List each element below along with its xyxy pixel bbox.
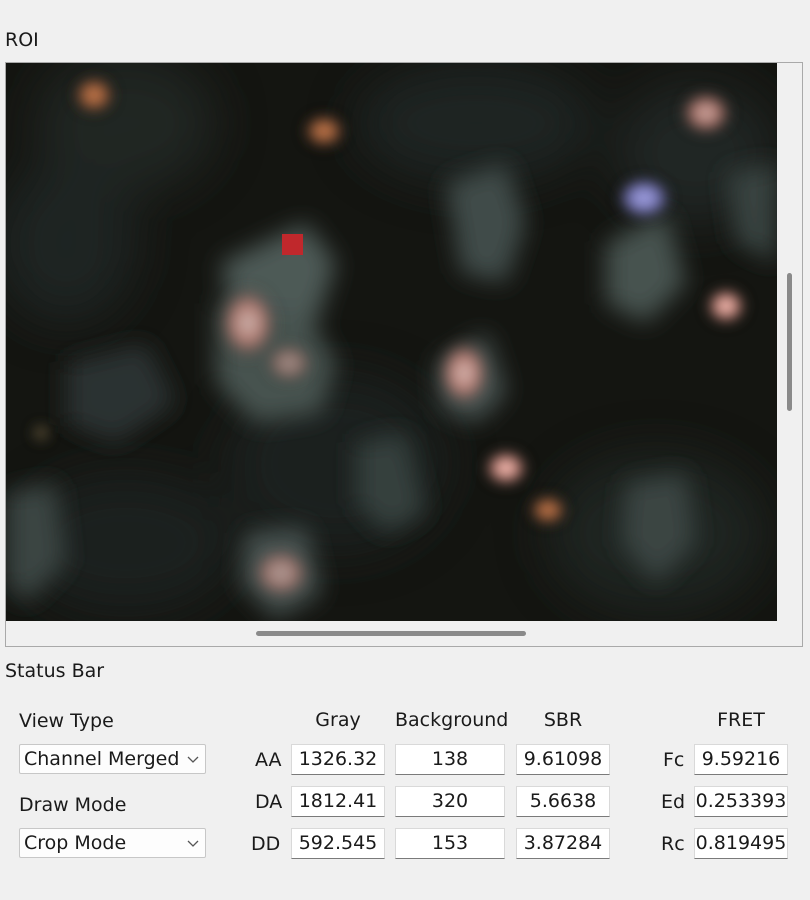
chevron-down-icon — [187, 756, 199, 763]
dd-background-field[interactable]: 153 — [395, 828, 505, 859]
row-label-da: DA — [255, 791, 283, 813]
header-fret: FRET — [717, 709, 765, 731]
fret-label-fc: Fc — [663, 749, 685, 771]
status-bar-title: Status Bar — [5, 660, 105, 682]
fret-label-ed: Ed — [661, 791, 686, 813]
view-type-value: Channel Merged — [24, 748, 180, 770]
vertical-scrollbar[interactable] — [787, 273, 792, 411]
draw-mode-select[interactable]: Crop Mode — [19, 828, 206, 858]
aa-background-field[interactable]: 138 — [395, 744, 505, 775]
horizontal-scrollbar[interactable] — [256, 631, 526, 636]
roi-image-viewer[interactable] — [6, 63, 777, 621]
da-gray-field[interactable]: 1812.41 — [291, 786, 385, 817]
fc-value-field[interactable]: 9.59216 — [694, 744, 788, 775]
ed-value-field[interactable]: 0.253393 — [694, 786, 788, 817]
header-gray: Gray — [315, 709, 361, 731]
chevron-down-icon — [187, 840, 199, 847]
header-sbr: SBR — [543, 709, 583, 731]
da-sbr-field[interactable]: 5.6638 — [516, 786, 610, 817]
dd-gray-field[interactable]: 592.545 — [291, 828, 385, 859]
view-type-label: View Type — [19, 710, 114, 732]
row-label-dd: DD — [251, 833, 281, 855]
dd-sbr-field[interactable]: 3.87284 — [516, 828, 610, 859]
da-background-field[interactable]: 320 — [395, 786, 505, 817]
header-background: Background — [395, 709, 509, 731]
fluorescence-cell-image — [6, 63, 777, 621]
roi-title: ROI — [5, 29, 39, 51]
rc-value-field[interactable]: 0.819495 — [694, 828, 788, 859]
aa-sbr-field[interactable]: 9.61098 — [516, 744, 610, 775]
fret-label-rc: Rc — [661, 833, 685, 855]
draw-mode-label: Draw Mode — [19, 794, 127, 816]
draw-mode-value: Crop Mode — [24, 832, 127, 854]
row-label-aa: AA — [255, 749, 282, 771]
view-type-select[interactable]: Channel Merged — [19, 744, 206, 774]
roi-marker[interactable] — [282, 234, 303, 255]
aa-gray-field[interactable]: 1326.32 — [291, 744, 385, 775]
